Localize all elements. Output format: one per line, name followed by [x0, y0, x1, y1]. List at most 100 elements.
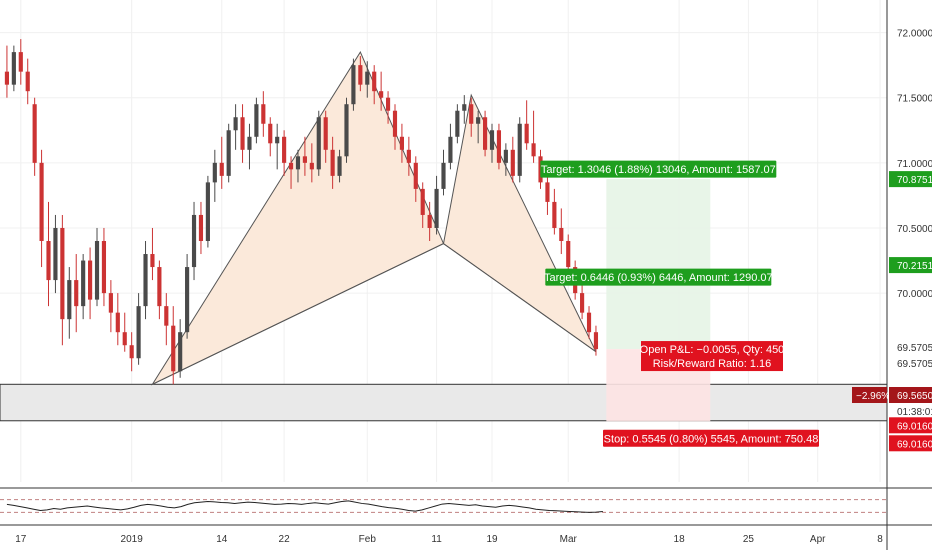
candle-body	[81, 260, 86, 307]
candle-body	[101, 241, 107, 294]
candle-body	[115, 312, 120, 333]
candle-body	[88, 260, 93, 300]
y-tick-label: 71.5000	[897, 94, 932, 105]
candle-body	[358, 65, 363, 85]
candle-body	[385, 97, 391, 111]
price-label-entry-b-bg	[889, 355, 932, 372]
candle-body	[337, 156, 342, 176]
candle-body	[420, 188, 425, 215]
candle-body	[191, 214, 197, 268]
candle-body	[254, 104, 259, 137]
price-label-entry-b: 69.5705	[897, 359, 932, 370]
x-tick-label: Feb	[359, 534, 377, 545]
candle-body	[74, 280, 79, 307]
price-label-stop-a-bg	[889, 417, 932, 434]
candle-body	[164, 306, 169, 326]
candle-body	[496, 130, 502, 163]
price-label-entry-a-bg	[889, 339, 932, 356]
candle-body	[531, 143, 536, 157]
candle-body	[503, 149, 508, 163]
candle-body	[392, 110, 398, 137]
candle-body	[580, 293, 585, 313]
candle-body	[545, 182, 550, 202]
price-label-target2-bg	[889, 171, 932, 188]
candle-body	[406, 149, 411, 163]
x-tick-label: 17	[15, 534, 27, 545]
candle-body	[94, 241, 100, 300]
candle-body	[316, 117, 321, 170]
y-tick-label: 71.0000	[897, 159, 932, 170]
x-tick-label: Mar	[560, 534, 578, 545]
pnl-label-bg	[641, 341, 783, 372]
pct-label-bg	[852, 387, 887, 403]
countdown-label: 01:38:01	[897, 407, 932, 418]
candle-body	[185, 267, 190, 333]
candle-body	[552, 201, 557, 228]
price-label-stop-b: 69.0160	[897, 439, 932, 450]
candle-body	[240, 117, 245, 150]
price-label-target1-bg	[889, 257, 932, 274]
target1-label-bg	[545, 268, 772, 286]
price-label-target2: 70.8751	[897, 175, 932, 186]
candle-body	[143, 254, 148, 307]
x-tick-label: 8	[877, 534, 883, 545]
candle-body	[150, 254, 155, 268]
candle-body	[309, 162, 314, 170]
candle-body	[46, 241, 51, 281]
candle-body	[434, 188, 439, 228]
candlestick-series	[4, 39, 599, 385]
candle-body	[39, 162, 44, 241]
pattern-leg-bd	[443, 243, 597, 353]
candle-body	[60, 227, 65, 320]
x-tick-label: Apr	[810, 534, 826, 545]
candle-body	[268, 123, 273, 144]
candle-body	[219, 162, 224, 176]
candle-body	[247, 136, 252, 150]
candle-body	[372, 71, 377, 92]
oscillator-pane	[0, 487, 932, 513]
support-zone-band	[0, 383, 888, 422]
price-label-target1: 70.2151	[897, 261, 932, 272]
target1-label: Target: 0.6446 (0.93%) 6446, Amount: 129…	[544, 272, 773, 284]
price-label-last: 69.5650	[897, 391, 932, 402]
candle-body	[593, 332, 599, 350]
candle-body	[295, 156, 301, 170]
position-annotations: Target: 1.3046 (1.88%) 13046, Amount: 15…	[540, 160, 819, 447]
candle-body	[11, 52, 16, 85]
rr-label: Risk/Reward Ratio: 1.16	[653, 358, 772, 370]
candle-body	[427, 214, 432, 228]
candle-body	[261, 104, 266, 124]
candle-body	[482, 117, 488, 150]
candle-body	[67, 280, 72, 320]
candle-body	[448, 136, 453, 163]
candle-body	[212, 162, 217, 183]
price-label-entry-a: 69.5705	[897, 343, 932, 354]
candle-body	[288, 162, 294, 170]
candle-body	[524, 123, 529, 144]
price-label-last-bg	[889, 387, 932, 403]
candle-body	[233, 117, 238, 131]
pct-label: −2.96%	[856, 391, 890, 402]
target2-label-bg	[540, 160, 777, 178]
x-tick-label: 22	[279, 534, 291, 545]
candle-body	[157, 267, 162, 307]
candle-body	[178, 332, 183, 372]
candle-body	[25, 71, 30, 92]
candle-body	[205, 182, 210, 241]
candle-body	[510, 149, 515, 176]
candle-body	[489, 130, 495, 150]
candle-body	[351, 65, 356, 105]
candle-body	[413, 162, 418, 189]
pnl-label: Open P&L: −0.0055, Qty: 450	[640, 344, 785, 356]
candle-body	[18, 52, 23, 72]
candle-body	[198, 214, 204, 241]
candle-body	[282, 136, 287, 163]
position-zones	[0, 179, 888, 422]
price-label-stop-b-bg	[889, 435, 932, 452]
price-label-stop-a: 69.0160	[897, 421, 932, 432]
candle-body	[53, 227, 58, 281]
x-tick-label: 14	[216, 534, 228, 545]
oscillator-line	[6, 500, 603, 513]
